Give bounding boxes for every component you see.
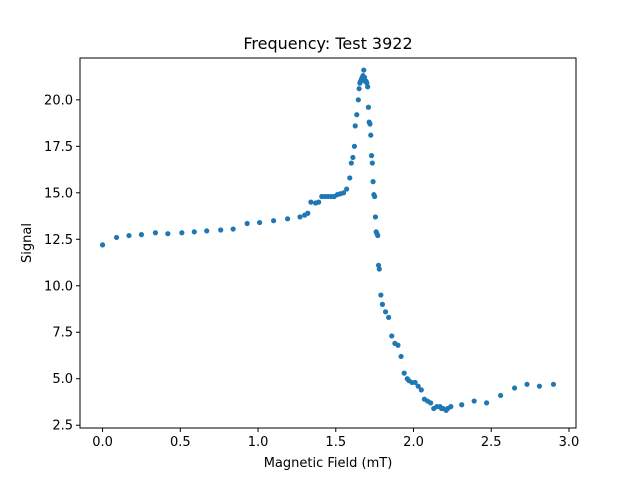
data-point [256,219,263,226]
data-point [415,383,421,389]
data-point [511,385,518,391]
data-point [376,266,382,272]
data-point [379,301,386,307]
data-point [398,353,404,360]
data-point [361,67,367,73]
data-point [367,121,373,127]
y-tick-label: 2.5 [52,419,73,434]
x-tick-label: 2.5 [481,435,502,450]
data-point [448,404,454,410]
x-tick-label: 1.5 [325,435,346,450]
data-point [386,314,392,320]
x-axis-label: Magnetic Field (mT) [264,456,393,471]
data-point [369,160,375,166]
data-point [179,230,185,236]
data-point [356,86,362,92]
data-point [344,186,350,192]
data-point [536,383,543,389]
data-point [378,292,384,298]
data-point [297,214,303,220]
data-point [365,104,372,110]
data-point [382,309,389,315]
data-point [191,229,197,235]
data-point [389,333,395,339]
y-axis-ticks: 2.5 5.0 7.5 10.0 12.5 15.0 17.5 20.0 [44,93,80,434]
x-tick-label: 1.0 [248,435,269,450]
data-point [230,226,236,232]
data-point [316,199,322,205]
data-point [368,132,374,138]
data-point [218,227,224,233]
y-tick-label: 20.0 [44,93,73,108]
data-point [370,179,376,185]
x-tick-label: 3.0 [559,435,580,450]
y-tick-label: 10.0 [44,279,73,294]
data-point [484,400,490,406]
y-tick-label: 5.0 [52,372,73,387]
data-point [471,398,477,404]
data-point [354,112,360,118]
y-tick-label: 12.5 [44,233,73,248]
data-point [351,143,358,149]
data-point [244,220,250,227]
x-tick-label: 2.0 [403,435,424,450]
data-point [372,214,379,220]
data-point [550,381,557,387]
data-point [355,97,361,103]
x-tick-label: 0.5 [170,435,191,450]
data-point [372,193,378,200]
data-point [204,228,210,234]
y-tick-label: 17.5 [44,140,73,155]
data-point [365,84,371,90]
data-point [428,400,434,406]
data-point [352,123,358,129]
data-points [99,67,557,413]
y-tick-label: 15.0 [44,186,73,201]
data-point [138,232,145,238]
x-tick-label: 0.0 [92,435,113,450]
data-point [305,210,311,216]
data-point [270,218,277,224]
data-point [284,216,291,222]
chart-title: Frequency: Test 3922 [243,34,412,53]
data-point [524,381,530,387]
data-point [418,387,424,393]
plot-area-frame [79,57,577,429]
data-point [401,370,407,376]
data-point [375,232,381,239]
data-point [368,153,375,159]
data-point [99,242,106,248]
data-point [308,199,314,205]
data-point [395,342,401,348]
data-point [340,190,347,196]
data-point [113,234,120,241]
data-point [459,402,465,408]
data-point [165,231,171,237]
y-tick-label: 7.5 [52,326,73,341]
y-axis-label: Signal [20,223,35,263]
x-axis-ticks: 0.0 0.5 1.0 1.5 2.0 2.5 3.0 [92,428,579,450]
data-point [126,232,132,239]
data-point [412,379,418,386]
data-point [152,230,159,236]
data-point [497,392,504,399]
data-point [348,160,354,166]
data-point [347,175,353,181]
data-point [350,154,356,161]
